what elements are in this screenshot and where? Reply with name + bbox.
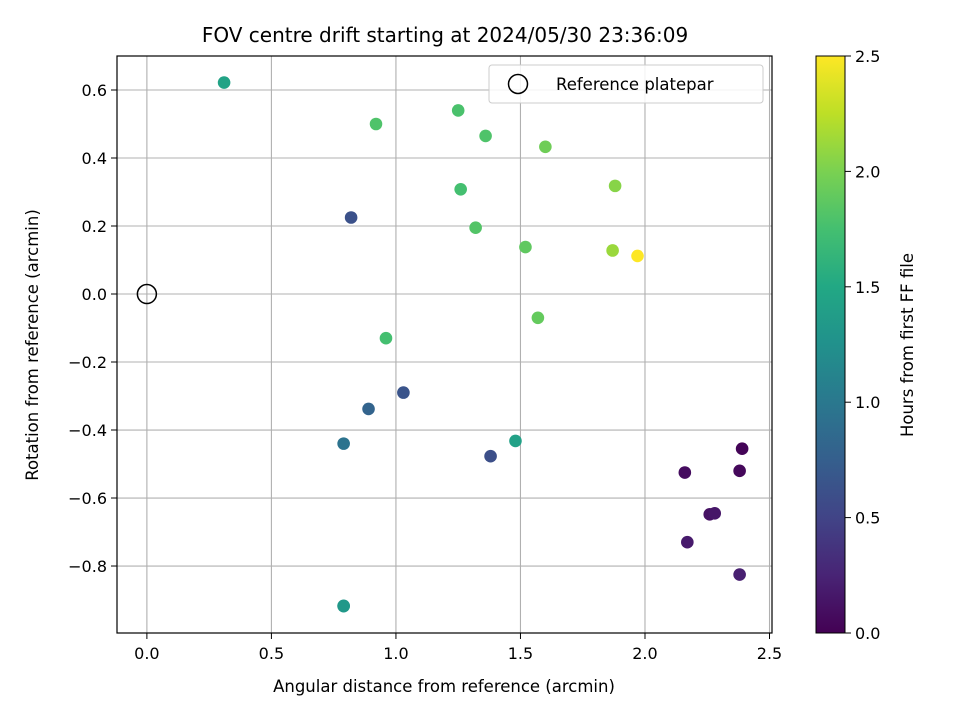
data-point <box>678 466 692 479</box>
colorbar-label: Hours from first FF file <box>898 253 917 437</box>
data-point <box>733 568 746 581</box>
legend-label-reference: Reference platepar <box>556 75 714 94</box>
data-point <box>379 331 393 345</box>
data-point <box>708 507 722 520</box>
data-point <box>397 386 410 399</box>
x-tick-label: 0.0 <box>134 644 159 663</box>
y-axis-label: Rotation from reference (arcmin) <box>23 209 42 481</box>
reference-marker <box>136 283 158 305</box>
x-tick-label: 1.5 <box>508 644 533 663</box>
colorbar: 0.0 0.5 1.0 1.5 2.0 2.5 Hours from first FF f… <box>815 47 917 643</box>
data-point <box>479 129 492 143</box>
y-tick-label: −0.2 <box>68 353 107 372</box>
legend: Reference platepar <box>488 64 764 104</box>
colorbar-tick-label: 2.5 <box>855 47 880 66</box>
data-point <box>681 535 694 549</box>
chart-title: FOV centre drift starting at 2024/05/30 … <box>202 23 688 47</box>
x-tick-label: 2.5 <box>757 644 782 663</box>
reference-point <box>136 283 158 305</box>
data-point <box>531 311 545 325</box>
data-point <box>337 437 350 450</box>
colorbar-tick-label: 0.5 <box>855 509 880 528</box>
x-tick-label: 1.0 <box>383 644 408 663</box>
grid-lines <box>117 56 772 633</box>
y-tick-label: −0.4 <box>68 421 107 440</box>
data-point <box>733 464 746 478</box>
colorbar-tick-label: 1.5 <box>855 278 880 297</box>
data-points <box>217 76 749 613</box>
y-axis-ticks: −0.8 −0.6 −0.4 −0.2 0.0 0.2 0.4 0.6 <box>68 81 117 576</box>
y-tick-label: 0.0 <box>82 285 107 304</box>
data-point <box>337 599 350 613</box>
data-point <box>519 240 532 254</box>
y-tick-label: 0.4 <box>82 149 107 168</box>
x-axis-label: Angular distance from reference (arcmin) <box>273 677 615 696</box>
colorbar-ticks: 0.0 0.5 1.0 1.5 2.0 2.5 <box>845 47 880 643</box>
colorbar-gradient <box>815 55 846 634</box>
plot-frame <box>116 55 773 634</box>
data-point <box>451 104 465 117</box>
y-tick-label: 0.6 <box>82 81 107 100</box>
x-tick-label: 0.5 <box>259 644 284 663</box>
colorbar-tick-label: 1.0 <box>855 393 880 412</box>
data-point <box>735 442 749 456</box>
data-point <box>469 221 482 235</box>
legend-box <box>488 64 764 104</box>
x-axis-ticks: 0.0 0.5 1.0 1.5 2.0 2.5 <box>134 633 782 663</box>
data-point <box>484 449 497 463</box>
data-point <box>454 182 467 196</box>
legend-marker-open-circle <box>507 73 529 95</box>
x-tick-label: 2.0 <box>632 644 657 663</box>
data-point <box>539 140 552 154</box>
data-point <box>631 249 644 263</box>
data-point <box>362 402 375 416</box>
data-point <box>608 179 622 193</box>
data-point <box>344 211 358 224</box>
y-tick-label: −0.6 <box>68 489 107 508</box>
data-point <box>369 117 383 131</box>
y-tick-label: 0.2 <box>82 217 107 236</box>
data-point <box>217 76 231 89</box>
colorbar-tick-label: 0.0 <box>855 624 880 643</box>
colorbar-tick-label: 2.0 <box>855 162 880 181</box>
y-tick-label: −0.8 <box>68 557 107 576</box>
data-point <box>606 244 619 257</box>
data-point <box>509 434 522 448</box>
